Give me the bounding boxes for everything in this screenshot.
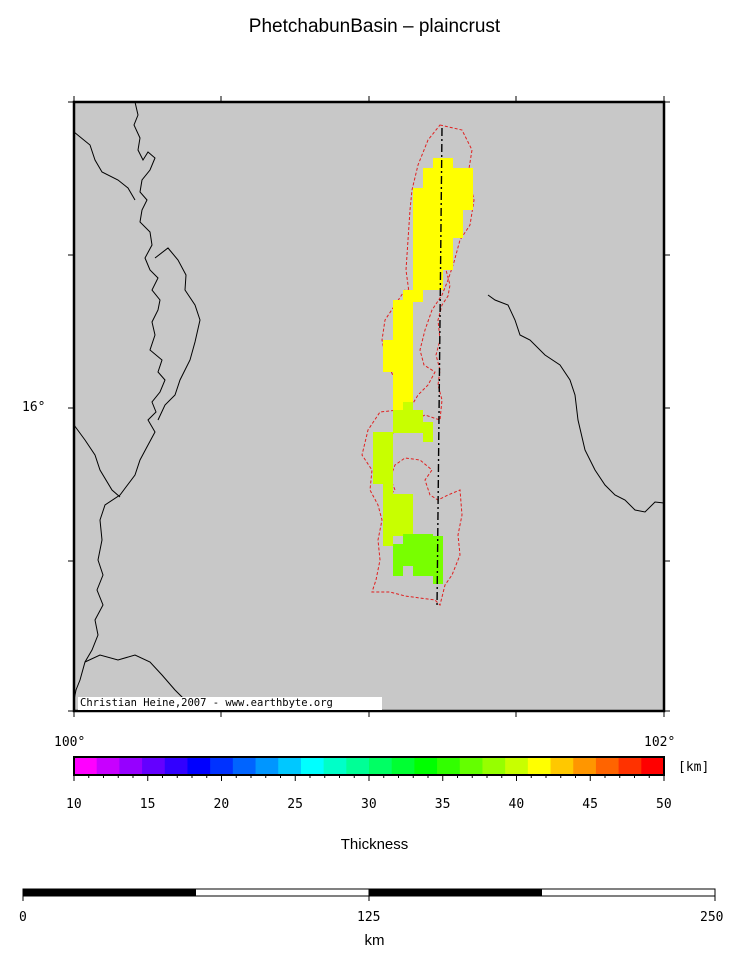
- colorbar-swatches: [74, 757, 665, 775]
- credit-text: Christian Heine,2007 - www.earthbyte.org: [80, 697, 333, 709]
- colorbar-swatch: [119, 757, 143, 775]
- scale-tick-label-0: 0: [19, 910, 27, 925]
- colorbar-swatch: [142, 757, 166, 775]
- thickness-grid: [373, 158, 473, 584]
- colorbar-swatch: [482, 757, 506, 775]
- colorbar-swatch: [505, 757, 529, 775]
- colorbar-swatch: [527, 757, 552, 775]
- colorbar-swatch: [255, 757, 279, 775]
- colorbar-unit: [km]: [678, 760, 710, 775]
- colorbar-tick-label: 25: [287, 797, 303, 812]
- colorbar-tick-label: 50: [656, 797, 672, 812]
- country-border-lines: [73, 101, 665, 712]
- scale-bar: [22, 888, 716, 901]
- map-area: [74, 102, 664, 711]
- profile-line: [436, 127, 443, 609]
- colorbar-tick-label: 20: [213, 797, 230, 812]
- lon-label-east: 102°: [644, 735, 676, 750]
- thickness-cells-41: [373, 402, 433, 546]
- colorbar-tick-label: 15: [139, 797, 156, 812]
- map-title: PhetchabunBasin – plaincrust: [248, 16, 501, 37]
- colorbar-tick-label: 30: [361, 797, 377, 812]
- colorbar-swatch: [573, 757, 597, 775]
- colorbar-swatch: [641, 757, 665, 775]
- colorbar-swatch: [164, 757, 188, 775]
- frame-ticks: [68, 96, 670, 717]
- scale-tick-label-2: 250: [700, 910, 724, 925]
- colorbar-swatch: [210, 757, 234, 775]
- colorbar-swatch: [459, 757, 483, 775]
- colorbar-swatch: [595, 757, 620, 775]
- colorbar-swatch: [414, 757, 438, 775]
- colorbar-swatch: [300, 757, 325, 775]
- scale-tick-label-1: 125: [357, 910, 381, 925]
- colorbar-tick-label: 45: [582, 797, 598, 812]
- colorbar-ticks: [73, 775, 665, 781]
- colorbar-tick-label: 10: [66, 797, 82, 812]
- colorbar-swatch: [369, 757, 393, 775]
- scale-unit: km: [364, 932, 385, 949]
- colorbar-swatch: [323, 757, 347, 775]
- colorbar-swatch: [96, 757, 120, 775]
- colorbar-swatch: [618, 757, 642, 775]
- colorbar-tick-label: 40: [508, 797, 525, 812]
- credit-box: [78, 697, 382, 710]
- colorbar-swatch: [346, 757, 370, 775]
- colorbar-swatch: [550, 757, 574, 775]
- colorbar-swatch: [278, 757, 302, 775]
- colorbar-swatch: [437, 757, 461, 775]
- colorbar-swatch: [74, 757, 98, 775]
- colorbar-swatch: [187, 757, 211, 775]
- colorbar-title: Thickness: [340, 836, 409, 853]
- lon-label-west: 100°: [54, 735, 86, 750]
- colorbar-swatch: [391, 757, 415, 775]
- lat-label: 16°: [22, 400, 46, 415]
- colorbar-swatch: [232, 757, 257, 775]
- thickness-cells-45: [383, 158, 473, 412]
- colorbar-tick-label: 35: [434, 797, 451, 812]
